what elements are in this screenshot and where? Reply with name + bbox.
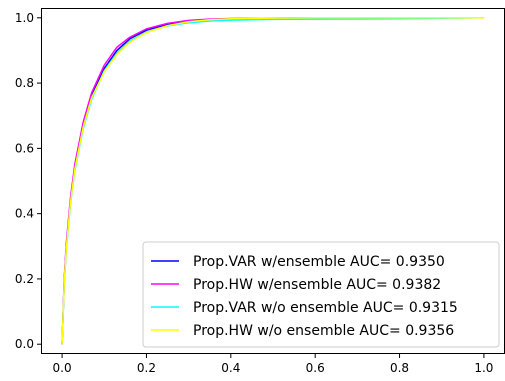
x-tick-label: 0.4: [221, 361, 240, 375]
y-tick-label: 0.2: [15, 272, 34, 286]
x-tick-label: 0.6: [306, 361, 325, 375]
x-tick-label: 0.0: [53, 361, 72, 375]
y-tick-label: 1.0: [15, 11, 34, 25]
ticks-layer: 0.0 0.2 0.4 0.6 0.8 1.0 0.0 0.2 0.4 0.6 0.8 1.0: [15, 11, 494, 375]
series-layer: [61, 17, 484, 345]
legend-label-3: Prop.VAR w/o ensemble AUC= 0.9315: [193, 300, 458, 316]
x-tick-label: 0.8: [390, 361, 409, 375]
legend-label-4: Prop.HW w/o ensemble AUC= 0.9356: [193, 323, 454, 339]
y-tick-label: 0.8: [15, 76, 34, 90]
y-tick-label: 0.0: [15, 337, 34, 351]
legend: Prop.VAR w/ensemble AUC= 0.9350 Prop.HW w…: [142, 241, 500, 348]
legend-label-1: Prop.VAR w/ensemble AUC= 0.9350: [193, 254, 445, 270]
legend-label-2: Prop.HW w/ensemble AUC= 0.9382: [193, 277, 441, 293]
y-tick-label: 0.6: [15, 141, 34, 155]
x-tick-label: 0.2: [137, 361, 156, 375]
series-line-4: [61, 17, 484, 345]
legend-box: [142, 241, 500, 348]
x-tick-label: 1.0: [474, 361, 493, 375]
y-tick-label: 0.4: [15, 207, 34, 221]
